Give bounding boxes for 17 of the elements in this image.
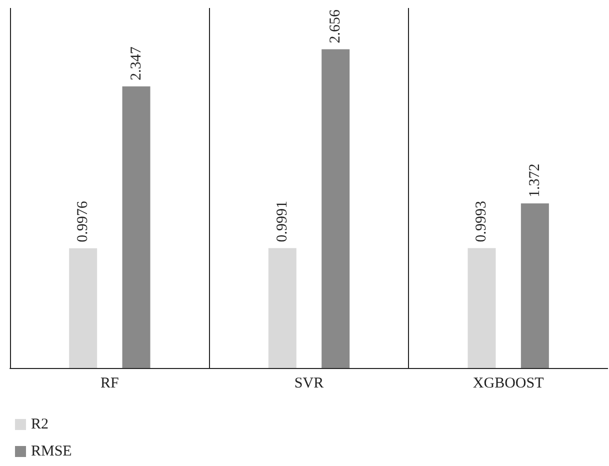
x-tick-label: SVR: [294, 376, 324, 392]
x-tick-label: RF: [100, 376, 119, 392]
x-tick-label: XGBOOST: [472, 376, 544, 392]
legend-label: RMSE: [31, 444, 72, 460]
bar: [122, 86, 150, 368]
bar: [69, 248, 98, 368]
bar: [268, 248, 296, 368]
data-label: 2.347: [128, 46, 144, 80]
data-label: 0.9993: [474, 200, 490, 242]
data-label: 0.9991: [274, 200, 290, 242]
legend-label: R2: [31, 416, 49, 432]
data-label: 1.372: [526, 164, 543, 198]
bar: [520, 203, 549, 368]
bar: [468, 248, 496, 368]
data-label: 2.656: [328, 9, 344, 44]
bar: [322, 49, 350, 368]
data-label: 0.9976: [75, 200, 92, 242]
